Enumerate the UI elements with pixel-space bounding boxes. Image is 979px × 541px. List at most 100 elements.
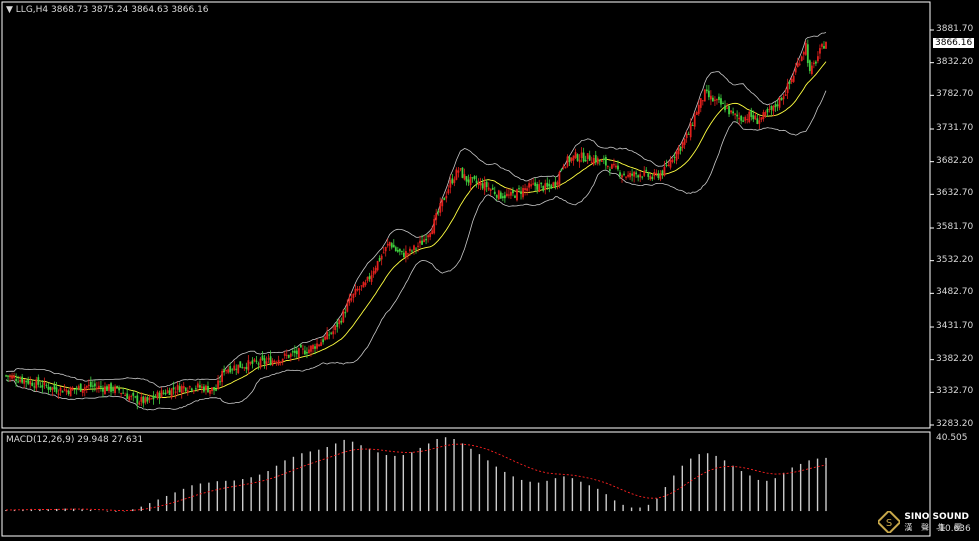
candle-body: [277, 359, 280, 365]
high-value: 3875.24: [91, 5, 129, 15]
candle-body: [613, 164, 615, 166]
candle-body: [750, 109, 753, 117]
candle-body: [225, 370, 228, 372]
candle-body: [538, 184, 541, 193]
candle-body: [318, 344, 320, 346]
candle-body: [233, 365, 236, 371]
candle-body: [784, 94, 787, 96]
candle-body: [651, 176, 654, 180]
open-value: 3868.73: [51, 5, 89, 15]
candle-body: [463, 174, 466, 180]
y-tick-label: 3632.70: [936, 188, 974, 199]
candle-body: [520, 191, 522, 195]
candle-body: [451, 178, 454, 184]
logo-name: SINO SOUND: [904, 511, 969, 522]
logo-emblem-icon: S: [878, 511, 901, 533]
candle-body: [544, 183, 547, 190]
candle-body: [21, 376, 24, 383]
candle-body: [604, 157, 607, 166]
candle-body: [754, 115, 757, 120]
candle-body: [760, 117, 763, 120]
candle-body: [558, 172, 561, 185]
candle-body: [219, 381, 221, 383]
candle-body: [7, 375, 9, 377]
candle-body: [148, 397, 151, 400]
candle-body: [522, 187, 524, 198]
candle-body: [120, 393, 123, 395]
candle-body: [388, 242, 391, 246]
candle-body: [738, 117, 741, 120]
y-tick-label: 3782.70: [936, 89, 974, 100]
candle-body: [606, 166, 609, 168]
candle-body: [162, 392, 165, 394]
candle-body: [497, 190, 500, 200]
candle-body: [386, 243, 389, 246]
candle-body: [697, 104, 700, 114]
candle-body: [380, 255, 383, 260]
candle-body: [184, 387, 187, 392]
candle-body: [59, 387, 62, 392]
candle-body: [592, 157, 595, 165]
candle-body: [772, 105, 775, 112]
candle-body: [441, 199, 444, 207]
candle-body: [217, 380, 219, 389]
candle-body: [269, 356, 272, 365]
candle-body: [55, 387, 58, 393]
y-tick-label: 3382.20: [936, 353, 974, 364]
candle-body: [98, 385, 100, 389]
candle-body: [641, 176, 644, 178]
candle-body: [221, 370, 224, 382]
macd-tick-label: 40.505: [936, 433, 968, 443]
candle-body: [239, 361, 242, 368]
candle-body: [368, 276, 371, 279]
candle-body: [138, 402, 141, 405]
candle-body: [810, 65, 813, 75]
candle-body: [245, 366, 248, 370]
candle-body: [643, 170, 646, 176]
candle-body: [716, 99, 718, 101]
candle-body: [45, 385, 48, 387]
candle-body: [95, 387, 98, 390]
candle-body: [742, 120, 745, 122]
candle-body: [182, 386, 185, 389]
candle-body: [485, 181, 488, 188]
candle-body: [47, 386, 50, 390]
candle-body: [188, 386, 191, 388]
candle-body: [516, 189, 518, 201]
candle-body: [661, 170, 664, 176]
candle-body: [326, 331, 329, 340]
candle-body: [596, 158, 599, 164]
candle-body: [160, 390, 163, 398]
candle-body: [479, 182, 482, 186]
candle-body: [243, 367, 246, 369]
candle-body: [370, 274, 373, 282]
candle-body: [273, 360, 276, 363]
candle-body: [677, 148, 680, 155]
candle-body: [152, 395, 155, 400]
candle-body: [584, 159, 587, 162]
candle-body: [37, 377, 40, 385]
candle-body: [762, 112, 765, 120]
candle-body: [778, 97, 781, 108]
candle-body: [714, 99, 716, 101]
candle-body: [100, 386, 102, 388]
candle-body: [431, 230, 434, 235]
candle-body: [806, 44, 809, 64]
candle-body: [283, 353, 286, 356]
y-tick-label: 3881.70: [936, 24, 974, 34]
main-frame: [1, 1, 931, 429]
upper-band-line: [5, 32, 827, 388]
candle-body: [542, 185, 545, 191]
candle-body: [552, 182, 555, 187]
candle-body: [798, 63, 801, 65]
candle-body: [647, 173, 650, 177]
candle-body: [342, 310, 345, 323]
candle-body: [89, 381, 92, 387]
candle-body: [114, 386, 116, 394]
candle-body: [356, 288, 359, 291]
candle-body: [546, 182, 549, 187]
candle-body: [709, 95, 712, 100]
candle-body: [631, 173, 634, 176]
candle-body: [85, 385, 88, 388]
